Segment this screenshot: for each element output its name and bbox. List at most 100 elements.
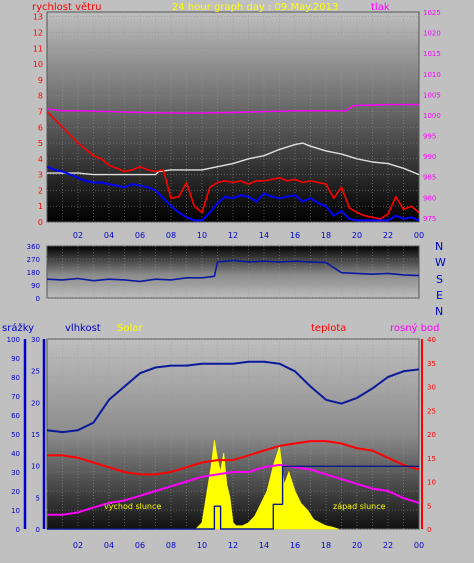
x-tick-label: 22 (383, 541, 393, 550)
wind-tick-label: 6 (38, 123, 43, 132)
wind-tick-label: 11 (33, 44, 43, 53)
pressure-tick-label: 1000 (423, 112, 441, 120)
rain-tick-label: 20 (11, 488, 20, 496)
chart-title: 24 hour graph day : 09.May.2013 (172, 2, 338, 13)
humidity-tick-label: 20 (31, 399, 40, 407)
x-tick-label: 06 (135, 231, 145, 240)
climate-series-line (46, 360, 420, 434)
pressure-tick-label: 1020 (423, 30, 441, 38)
humidity-axis-label: vlhkost (65, 323, 101, 334)
temperature-tick-label: 5 (427, 502, 431, 510)
temperature-tick-label: 35 (427, 360, 436, 368)
x-tick-label: 12 (228, 541, 238, 550)
temperature-tick-label: 15 (427, 455, 436, 463)
x-tick-label: 04 (104, 541, 114, 550)
x-tick-label: 02 (73, 541, 83, 550)
wind-tick-label: 4 (38, 155, 43, 164)
direction-tick-label: 360 (27, 243, 40, 251)
wind-tick-label: 0 (38, 218, 43, 227)
wind-tick-label: 10 (33, 60, 43, 69)
wind-tick-label: 5 (38, 139, 43, 148)
temperature-tick-label: 30 (427, 384, 436, 392)
pressure-tick-label: 1015 (423, 50, 441, 58)
climate-series-line (47, 440, 420, 476)
pressure-tick-label: 985 (423, 174, 436, 182)
rain-tick-label: 50 (11, 431, 20, 439)
wind-panel-series-line (46, 110, 420, 220)
wind-tick-label: 3 (38, 171, 43, 180)
pressure-tick-label: 995 (423, 133, 436, 141)
x-tick-label: 00 (414, 541, 424, 550)
climate-series-line (47, 465, 419, 530)
temperature-axis-label: teplota (311, 323, 346, 334)
rain-tick-label: 100 (7, 336, 20, 344)
climate-series-line (47, 463, 420, 516)
x-tick-label: 16 (290, 231, 300, 240)
temperature-tick-label: 10 (427, 479, 436, 487)
x-tick-label: 02 (73, 231, 83, 240)
wind-panel-series-line (47, 142, 420, 176)
rain-tick-label: 60 (11, 412, 20, 420)
sunrise-label: východ slunce (104, 502, 161, 511)
temperature-tick-label: 40 (427, 336, 436, 344)
temperature-tick-label: 20 (427, 431, 436, 439)
temperature-tick-label: 0 (427, 526, 431, 534)
wind-tick-label: 7 (38, 107, 43, 116)
x-tick-label: 20 (352, 541, 362, 550)
pressure-tick-label: 1010 (423, 71, 441, 79)
compass-e: E (436, 289, 443, 302)
rain-tick-label: 90 (11, 355, 20, 363)
direction-tick-label: 90 (31, 282, 40, 290)
compass-n-top: N (435, 240, 443, 253)
dewpoint-axis-label: rosný bod (390, 322, 439, 334)
direction-tick-label: 0 (36, 295, 40, 303)
direction-tick-label: 180 (27, 269, 40, 277)
x-tick-label: 12 (228, 231, 238, 240)
rain-tick-label: 0 (16, 526, 20, 534)
wind-tick-label: 13 (33, 13, 43, 22)
humidity-tick-label: 0 (36, 526, 40, 534)
wind-tick-label: 12 (33, 29, 43, 38)
pressure-tick-label: 980 (423, 194, 436, 202)
x-tick-label: 10 (197, 231, 207, 240)
wind-direction-line (46, 259, 420, 283)
pressure-tick-label: 1025 (423, 9, 441, 17)
x-tick-label: 18 (321, 231, 331, 240)
wind-axis-label: rychlost větru (32, 1, 102, 13)
x-tick-label: 20 (352, 231, 362, 240)
rain-tick-label: 40 (11, 450, 20, 458)
humidity-tick-label: 5 (36, 494, 40, 502)
solar-label: Solar (117, 323, 143, 334)
x-tick-label: 08 (166, 541, 176, 550)
rain-tick-label: 80 (11, 374, 20, 382)
humidity-tick-label: 25 (31, 368, 40, 376)
rain-axis-label: srážky (2, 322, 34, 334)
x-tick-label: 16 (290, 541, 300, 550)
wind-tick-label: 2 (38, 186, 43, 195)
x-tick-label: 22 (383, 231, 393, 240)
x-tick-label: 06 (135, 541, 145, 550)
direction-tick-label: 270 (27, 256, 40, 264)
wind-tick-label: 8 (38, 92, 43, 101)
wind-tick-label: 9 (38, 76, 43, 85)
temperature-tick-label: 25 (427, 407, 436, 415)
x-tick-label: 00 (414, 231, 424, 240)
x-tick-label: 04 (104, 231, 114, 240)
compass-n-bottom: N (435, 305, 443, 318)
solar-area (194, 440, 339, 530)
x-tick-label: 14 (259, 231, 269, 240)
x-tick-label: 10 (197, 541, 207, 550)
sunset-label: západ slunce (333, 502, 386, 511)
wind-tick-label: 1 (38, 202, 43, 211)
wind-panel-series-line (46, 165, 420, 222)
x-tick-label: 08 (166, 231, 176, 240)
humidity-tick-label: 15 (31, 431, 40, 439)
pressure-tick-label: 1005 (423, 91, 441, 99)
compass-w: W (435, 256, 446, 269)
x-tick-label: 18 (321, 541, 331, 550)
pressure-tick-label: 975 (423, 215, 436, 223)
rain-tick-label: 10 (11, 507, 20, 515)
pressure-tick-label: 990 (423, 153, 436, 161)
